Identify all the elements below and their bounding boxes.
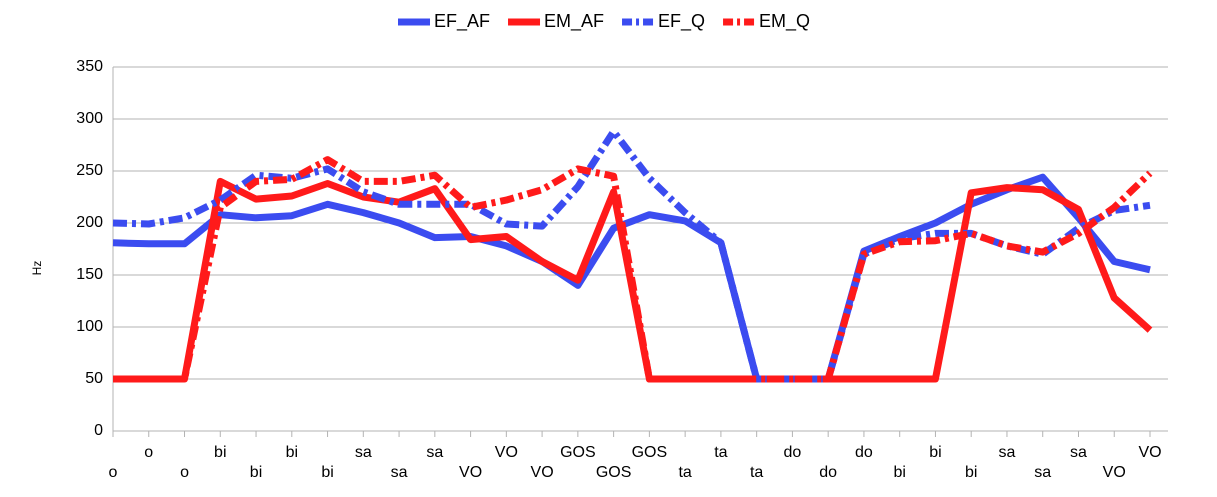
- series-line: [112, 128, 1151, 383]
- x-tick-label: sa: [426, 444, 443, 461]
- x-tick-label: bi: [286, 444, 298, 461]
- x-tick-label: bi: [965, 464, 977, 481]
- series-line: [113, 156, 1153, 383]
- x-tick-label: GOS: [596, 464, 632, 481]
- x-tick-label: VO: [1103, 464, 1126, 481]
- y-tick-label: 350: [76, 58, 103, 75]
- x-tick-label: bi: [250, 464, 262, 481]
- x-tick-label: sa: [355, 444, 372, 461]
- x-tick-label: o: [180, 464, 189, 481]
- x-tick-label: GOS: [632, 444, 668, 461]
- x-tick-label: ta: [714, 444, 727, 461]
- x-tick-label: bi: [929, 444, 941, 461]
- y-tick-label: 50: [85, 370, 103, 387]
- x-tick-label: bi: [214, 444, 226, 461]
- x-tick-label: VO: [495, 444, 518, 461]
- x-tick-label: o: [144, 444, 153, 461]
- y-tick-label: 300: [76, 110, 103, 127]
- legend: EF_AF EM_AF EF_Q EM_Q: [398, 11, 810, 32]
- x-tick-label: GOS: [560, 444, 596, 461]
- x-tick-label: bi: [893, 464, 905, 481]
- y-tick-label: 0: [94, 422, 103, 439]
- x-tick-label: VO: [531, 464, 554, 481]
- x-tick-label: VO: [459, 464, 482, 481]
- y-axis-label: Hz: [30, 261, 44, 276]
- y-tick-label: 250: [76, 162, 103, 179]
- x-tick-label: sa: [1070, 444, 1087, 461]
- x-tick-label: VO: [1138, 444, 1161, 461]
- y-tick-label: 100: [76, 318, 103, 335]
- y-tick-label: 150: [76, 266, 103, 283]
- x-tick-label: sa: [1034, 464, 1051, 481]
- x-tick-label: do: [855, 444, 873, 461]
- series-line: [112, 173, 1151, 383]
- x-tick-label: ta: [750, 464, 763, 481]
- legend-label: EM_AF: [544, 11, 604, 32]
- y-tick-label: 200: [76, 214, 103, 231]
- x-tick-label: do: [784, 444, 802, 461]
- legend-label: EF_AF: [434, 11, 490, 32]
- x-tick-label: ta: [678, 464, 691, 481]
- x-tick-label: bi: [321, 464, 333, 481]
- x-tick-label: sa: [999, 444, 1016, 461]
- legend-label: EF_Q: [658, 11, 705, 32]
- x-tick-label: do: [819, 464, 837, 481]
- legend-label: EM_Q: [759, 11, 810, 32]
- x-tick-label: o: [109, 464, 118, 481]
- x-tick-label: sa: [391, 464, 408, 481]
